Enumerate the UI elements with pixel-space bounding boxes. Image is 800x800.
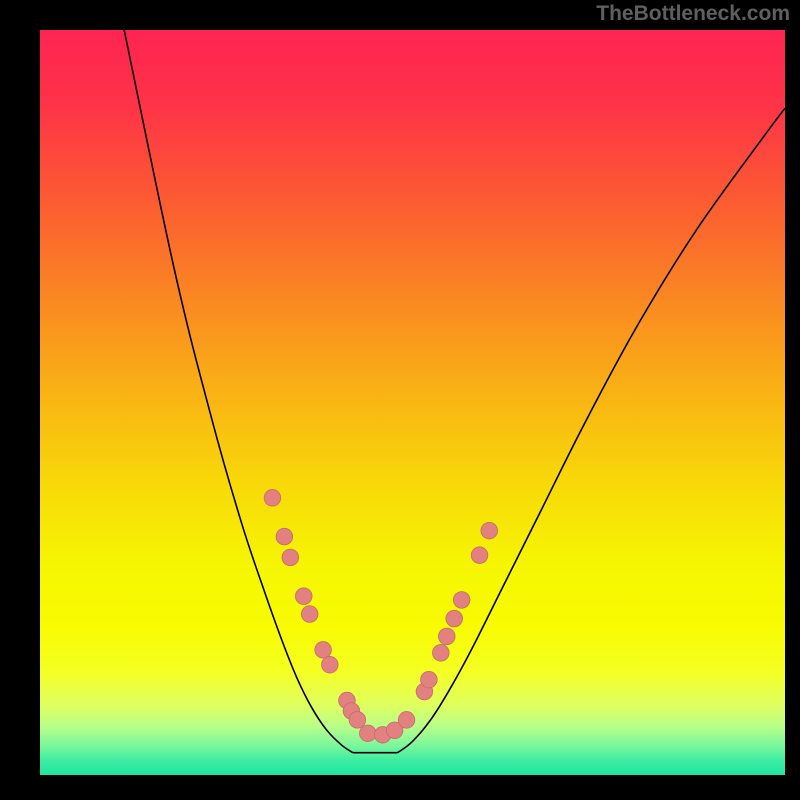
marker-point xyxy=(282,549,299,566)
bottleneck-chart xyxy=(0,0,800,800)
marker-point xyxy=(398,712,415,729)
marker-point xyxy=(264,490,281,507)
marker-point xyxy=(276,528,293,545)
marker-point xyxy=(446,610,463,627)
marker-point xyxy=(301,606,318,623)
marker-point xyxy=(295,588,312,605)
border-bottom xyxy=(0,775,800,800)
marker-point xyxy=(360,725,377,742)
marker-point xyxy=(453,592,470,609)
marker-point xyxy=(471,547,488,564)
marker-point xyxy=(421,671,438,688)
marker-point xyxy=(481,522,498,539)
marker-point xyxy=(433,645,450,662)
chart-container: TheBottleneck.com xyxy=(0,0,800,800)
plot-background xyxy=(40,30,785,775)
marker-point xyxy=(438,628,455,645)
marker-point xyxy=(315,642,332,659)
border-left xyxy=(0,0,40,800)
watermark-text: TheBottleneck.com xyxy=(596,2,790,26)
marker-point xyxy=(349,712,366,729)
marker-point xyxy=(322,656,339,673)
border-right xyxy=(785,0,800,800)
